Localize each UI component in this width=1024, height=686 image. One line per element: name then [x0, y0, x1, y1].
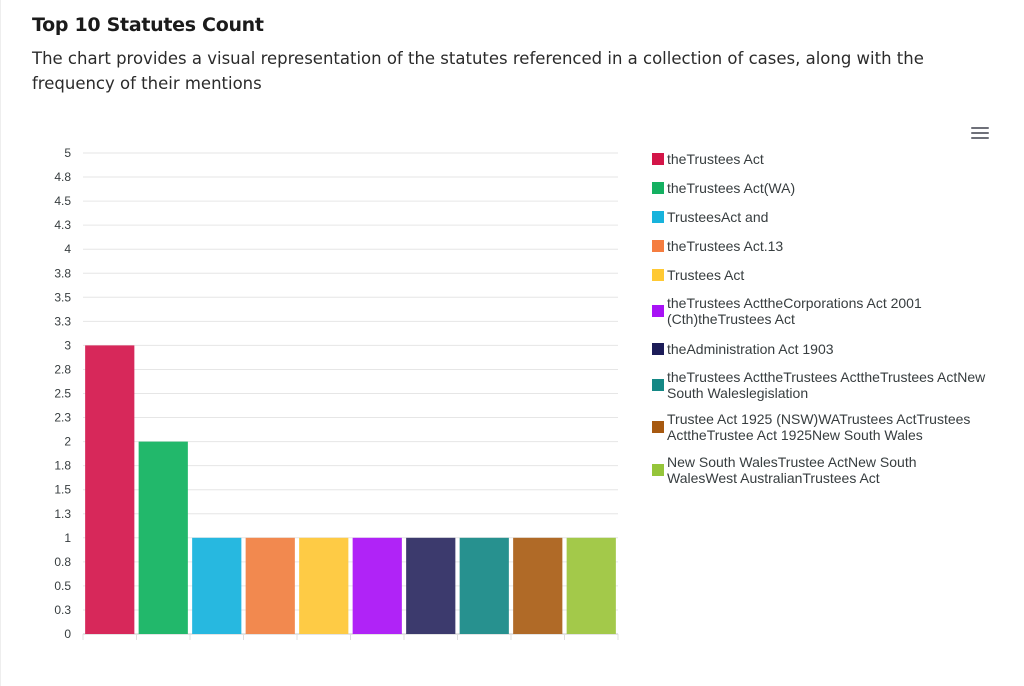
legend-swatch — [652, 305, 664, 317]
y-tick-label: 5 — [64, 146, 71, 160]
legend-swatch — [652, 343, 664, 355]
legend-item[interactable]: theTrustees ActtheCorporations Act 2001 … — [647, 295, 987, 327]
legend-label: theTrustees Act(WA) — [667, 180, 796, 196]
legend-swatch — [652, 211, 664, 223]
y-tick-label: 1.8 — [54, 459, 71, 473]
legend-item[interactable]: New South WalesTrustee ActNew South Wale… — [647, 454, 987, 486]
y-tick-label: 4.5 — [54, 194, 71, 208]
bar[interactable] — [566, 537, 616, 634]
legend-item[interactable]: Trustees Act — [647, 267, 987, 283]
legend-label: New South WalesTrustee ActNew South Wale… — [667, 454, 917, 486]
legend-label: theTrustees ActtheTrustees ActtheTrustee… — [667, 369, 986, 401]
y-tick-label: 2.8 — [54, 362, 71, 376]
legend-item[interactable]: theTrustees Act — [647, 151, 987, 167]
bar[interactable] — [192, 537, 242, 634]
menu-icon[interactable] — [969, 124, 991, 142]
y-tick-label: 1 — [64, 531, 71, 545]
legend-item[interactable]: Trustee Act 1925 (NSW)WATrustees ActTrus… — [647, 411, 987, 443]
y-tick-label: 3 — [64, 338, 71, 352]
y-tick-label: 2.5 — [54, 387, 71, 401]
legend-swatch — [652, 182, 664, 194]
legend-label: theAdministration Act 1903 — [667, 341, 834, 357]
chart-title: Top 10 Statutes Count — [32, 14, 264, 36]
bar[interactable] — [85, 345, 135, 634]
bar[interactable] — [138, 441, 188, 634]
legend-label: TrusteesAct and — [667, 209, 769, 225]
bar[interactable] — [459, 537, 509, 634]
bar[interactable] — [299, 537, 349, 634]
y-tick-label: 4.8 — [54, 170, 71, 184]
legend-label: theTrustees Act.13 — [667, 238, 784, 254]
legend-label: Trustee Act 1925 (NSW)WATrustees ActTrus… — [667, 411, 971, 443]
legend-item[interactable]: theTrustees Act.13 — [647, 238, 987, 254]
bar[interactable] — [352, 537, 402, 634]
y-tick-label: 0 — [64, 627, 71, 641]
y-tick-label: 4 — [64, 242, 71, 256]
y-tick-label: 3.8 — [54, 266, 71, 280]
legend-item[interactable]: theTrustees ActtheTrustees ActtheTrustee… — [647, 369, 987, 401]
y-tick-label: 3.3 — [54, 314, 71, 328]
legend-swatch — [652, 379, 664, 391]
y-tick-label: 2.3 — [54, 411, 71, 425]
bar[interactable] — [406, 537, 456, 634]
legend-label: Trustees Act — [667, 267, 745, 283]
legend-swatch — [652, 153, 664, 165]
legend-label: theTrustees ActtheCorporations Act 2001 … — [667, 295, 922, 327]
y-tick-label: 2 — [64, 435, 71, 449]
y-tick-label: 0.8 — [54, 555, 71, 569]
legend-label: theTrustees Act — [667, 151, 764, 167]
y-tick-label: 4.3 — [54, 218, 71, 232]
legend-item[interactable]: theAdministration Act 1903 — [647, 341, 987, 357]
y-tick-label: 1.3 — [54, 507, 71, 521]
y-tick-label: 3.5 — [54, 290, 71, 304]
legend-swatch — [652, 269, 664, 281]
legend-swatch — [652, 240, 664, 252]
legend-swatch — [652, 464, 664, 476]
bar[interactable] — [513, 537, 563, 634]
legend-item[interactable]: TrusteesAct and — [647, 209, 987, 225]
bar[interactable] — [245, 537, 295, 634]
legend-item[interactable]: theTrustees Act(WA) — [647, 180, 987, 196]
y-tick-label: 0.5 — [54, 579, 71, 593]
y-tick-label: 1.5 — [54, 483, 71, 497]
chart-subtitle: The chart provides a visual representati… — [32, 49, 924, 93]
legend-swatch — [652, 421, 664, 433]
y-tick-label: 0.3 — [54, 603, 71, 617]
